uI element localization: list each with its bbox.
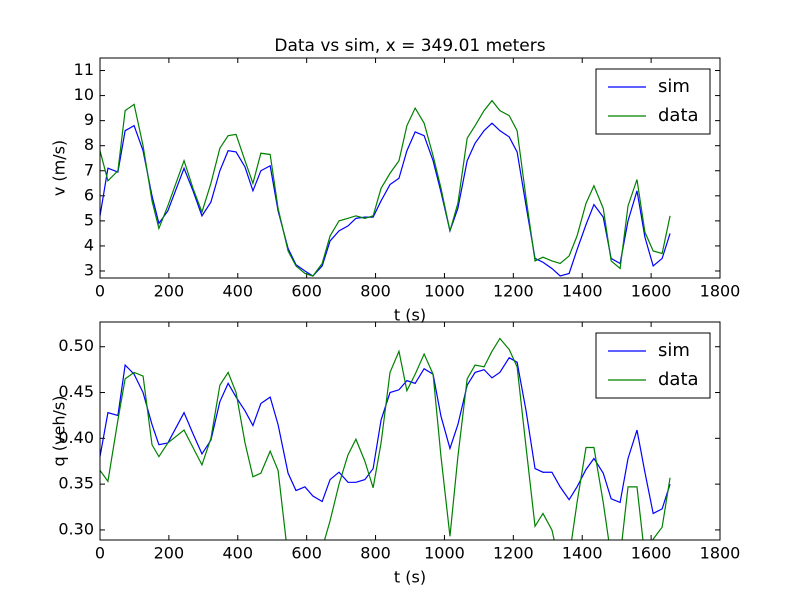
- x-tick-label: 800: [360, 282, 391, 301]
- plot-frame: [99, 321, 721, 541]
- x-tick-label: 0: [95, 544, 105, 563]
- legend-label: data: [658, 369, 699, 390]
- y-tick-label: 9: [84, 110, 94, 129]
- y-tick-label: 0.35: [58, 474, 94, 493]
- legend-label: sim: [658, 340, 690, 361]
- y-tick-label: 7: [84, 160, 94, 179]
- subplot: Data vs sim, x = 349.01 meters 0 200 400 600…: [50, 36, 741, 325]
- y-axis-label: q (veh/s): [50, 396, 69, 467]
- x-tick-label: 1600: [631, 544, 672, 563]
- y-tick-label: 6: [84, 185, 94, 204]
- legend-label: data: [658, 105, 699, 126]
- x-tick-label: 1800: [700, 544, 741, 563]
- y-tick-label: 3: [84, 260, 94, 279]
- y-tick-label: 10: [74, 85, 94, 104]
- subplot: 0 200 400 600 800 1000 1200 1400 1600 1800 0.30 0.3…: [50, 321, 741, 587]
- x-tick-label: 1000: [424, 544, 465, 563]
- plot-frame: [99, 57, 721, 279]
- y-axis-label: v (m/s): [50, 140, 69, 196]
- x-tick-label: 200: [154, 282, 185, 301]
- y-tick-label: 0.30: [58, 519, 94, 538]
- x-tick-label: 1200: [493, 282, 534, 301]
- series-line: [100, 337, 671, 540]
- x-tick-label: 400: [223, 544, 254, 563]
- x-tick-label: 1400: [562, 282, 603, 301]
- x-tick-label: 800: [360, 544, 391, 563]
- y-tick-label: 0.45: [58, 382, 94, 401]
- legend: sim data: [595, 332, 711, 399]
- y-tick-label: 4: [84, 235, 94, 254]
- x-tick-label: 600: [291, 282, 322, 301]
- legend-box: [595, 332, 711, 399]
- x-tick-label: 400: [223, 282, 254, 301]
- series-line: [100, 356, 671, 515]
- x-tick-label: 1600: [631, 282, 672, 301]
- x-tick-label: 200: [154, 544, 185, 563]
- y-tick-label: 0.50: [58, 336, 94, 355]
- legend: sim data: [595, 68, 711, 135]
- x-tick-label: 1800: [700, 282, 741, 301]
- x-tick-label: 1200: [493, 544, 534, 563]
- y-tick-label: 0.40: [58, 428, 94, 447]
- x-axis-label: t (s): [394, 568, 426, 587]
- x-tick-label: 1400: [562, 544, 603, 563]
- y-tick-label: 5: [84, 210, 94, 229]
- legend-label: sim: [658, 76, 690, 97]
- x-tick-label: 600: [291, 544, 322, 563]
- y-tick-label: 8: [84, 135, 94, 154]
- series-line: [100, 99, 671, 277]
- chart-title: Data vs sim, x = 349.01 meters: [274, 36, 545, 56]
- x-axis-label: t (s): [394, 306, 426, 325]
- x-tick-label: 0: [95, 282, 105, 301]
- y-tick-label: 11: [74, 60, 94, 79]
- legend-box: [595, 68, 711, 135]
- x-tick-label: 1000: [424, 282, 465, 301]
- series-line: [100, 122, 671, 277]
